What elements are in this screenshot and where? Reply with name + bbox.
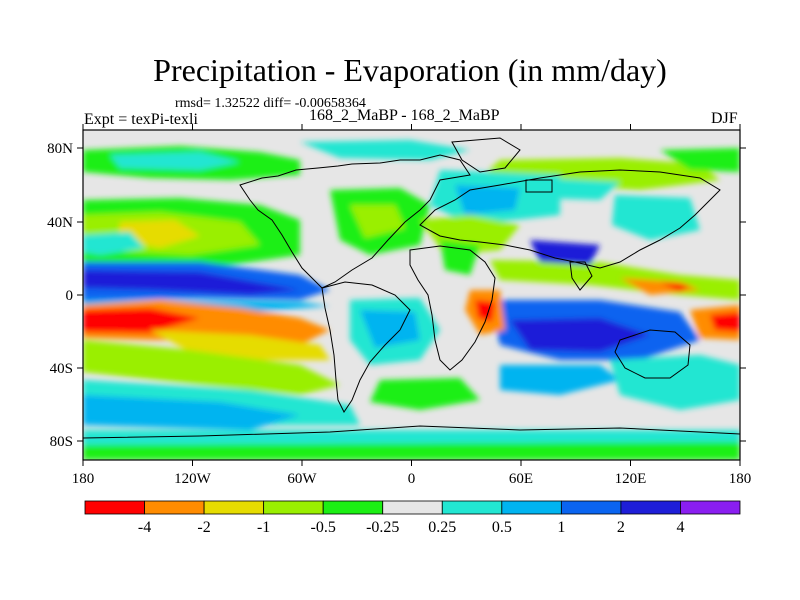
colorbar-swatch	[382, 500, 443, 515]
stats-line: rmsd= 1.32522 diff= -0.00658364	[175, 96, 366, 111]
field-layer	[83, 130, 740, 460]
lat-tick-label: 80S	[50, 434, 73, 450]
colorbar-label: 0.25	[428, 519, 456, 536]
lon-tick-label: 60E	[509, 471, 533, 487]
colorbar-label: 2	[617, 519, 625, 536]
colorbar-swatch	[263, 500, 324, 515]
colorbar-swatch	[620, 500, 681, 515]
colorbar-label: -4	[138, 519, 151, 536]
coastline-layer	[83, 137, 740, 439]
colorbar-swatch	[560, 500, 622, 515]
lon-tick-label: 0	[408, 471, 416, 487]
lon-tick-label: 120W	[174, 471, 212, 487]
lat-tick-label: 40S	[50, 361, 73, 377]
lat-tick-label: 80N	[47, 141, 73, 157]
colorbar-swatch	[203, 500, 265, 515]
colorbar-label: 0.5	[492, 519, 512, 536]
lat-tick-label: 0	[66, 288, 74, 304]
lon-tick-label: 60W	[287, 471, 317, 487]
colorbar-swatch	[501, 500, 562, 515]
colorbar-label: 4	[676, 519, 684, 536]
colorbar-swatch	[144, 500, 205, 515]
plot-title: Precipitation - Evaporation (in mm/day)	[153, 52, 667, 88]
colorbar: -4 -2 -1 -0.5 -0.25 0.25 0.5 1 2 4	[84, 500, 741, 536]
colorbar-label: 1	[557, 519, 565, 536]
lon-tick-label: 180	[72, 471, 95, 487]
colorbar-label: -2	[197, 519, 210, 536]
lon-tick-label: 180	[729, 471, 752, 487]
latitude-ticks: 80N 40N 0 40S 80S	[47, 141, 746, 450]
lat-tick-label: 40N	[47, 215, 73, 231]
experiment-label: Expt = texPi-texli	[84, 111, 198, 128]
season-label: DJF	[711, 110, 738, 127]
period-label: 168_2_MaBP - 168_2_MaBP	[309, 107, 500, 124]
colorbar-label: -0.25	[366, 519, 399, 536]
colorbar-swatch	[84, 500, 145, 515]
colorbar-label: -0.5	[311, 519, 336, 536]
lon-tick-label: 120E	[615, 471, 647, 487]
colorbar-swatch	[680, 500, 741, 515]
colorbar-swatch	[322, 500, 384, 515]
colorbar-swatch	[441, 500, 503, 515]
colorbar-label: -1	[257, 519, 270, 536]
longitude-ticks: 180 120W 60W 0 60E 120E 180	[72, 124, 752, 487]
